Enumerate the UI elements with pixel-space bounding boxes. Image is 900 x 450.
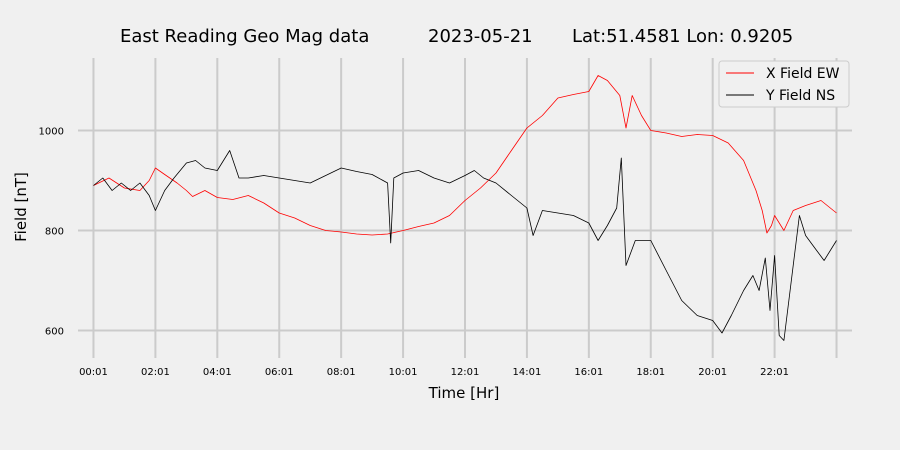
x-tick-label: 18:01 xyxy=(636,367,665,378)
series-line-x-field-ew xyxy=(93,75,837,236)
x-tick-label: 12:01 xyxy=(451,367,480,378)
x-tick-label: 06:01 xyxy=(265,367,294,378)
grid xyxy=(78,58,852,358)
x-tick-label: 10:01 xyxy=(389,367,418,378)
plot-lines xyxy=(93,75,837,341)
x-tick-label: 14:01 xyxy=(513,367,542,378)
chart-title: East Reading Geo Mag data xyxy=(120,26,369,47)
x-tick-label: 22:01 xyxy=(760,367,789,378)
y-axis-label: Field [nT] xyxy=(12,172,30,242)
y-tick-label: 1000 xyxy=(39,127,64,138)
x-axis-ticks: 00:01 02:01 04:01 06:01 08:01 10:01 12:01 14:01… xyxy=(79,367,789,378)
x-tick-label: 08:01 xyxy=(327,367,356,378)
chart-date: 2023-05-21 xyxy=(428,26,533,47)
x-axis-label: Time [Hr] xyxy=(428,384,500,402)
chart-location: Lat:51.4581 Lon: 0.9205 xyxy=(572,26,793,47)
x-tick-label: 02:01 xyxy=(141,367,170,378)
series-line-y-field-ns xyxy=(93,150,837,341)
x-tick-label: 20:01 xyxy=(698,367,727,378)
y-axis-ticks: 600 800 1000 xyxy=(39,127,64,338)
legend-label-x-field: X Field EW xyxy=(766,66,840,82)
x-tick-label: 04:01 xyxy=(203,367,232,378)
legend: X Field EW Y Field NS xyxy=(718,60,850,108)
y-tick-label: 600 xyxy=(45,327,64,338)
x-tick-label: 00:01 xyxy=(79,367,108,378)
legend-label-y-field: Y Field NS xyxy=(765,88,835,104)
y-tick-label: 800 xyxy=(45,227,64,238)
x-tick-label: 16:01 xyxy=(574,367,603,378)
